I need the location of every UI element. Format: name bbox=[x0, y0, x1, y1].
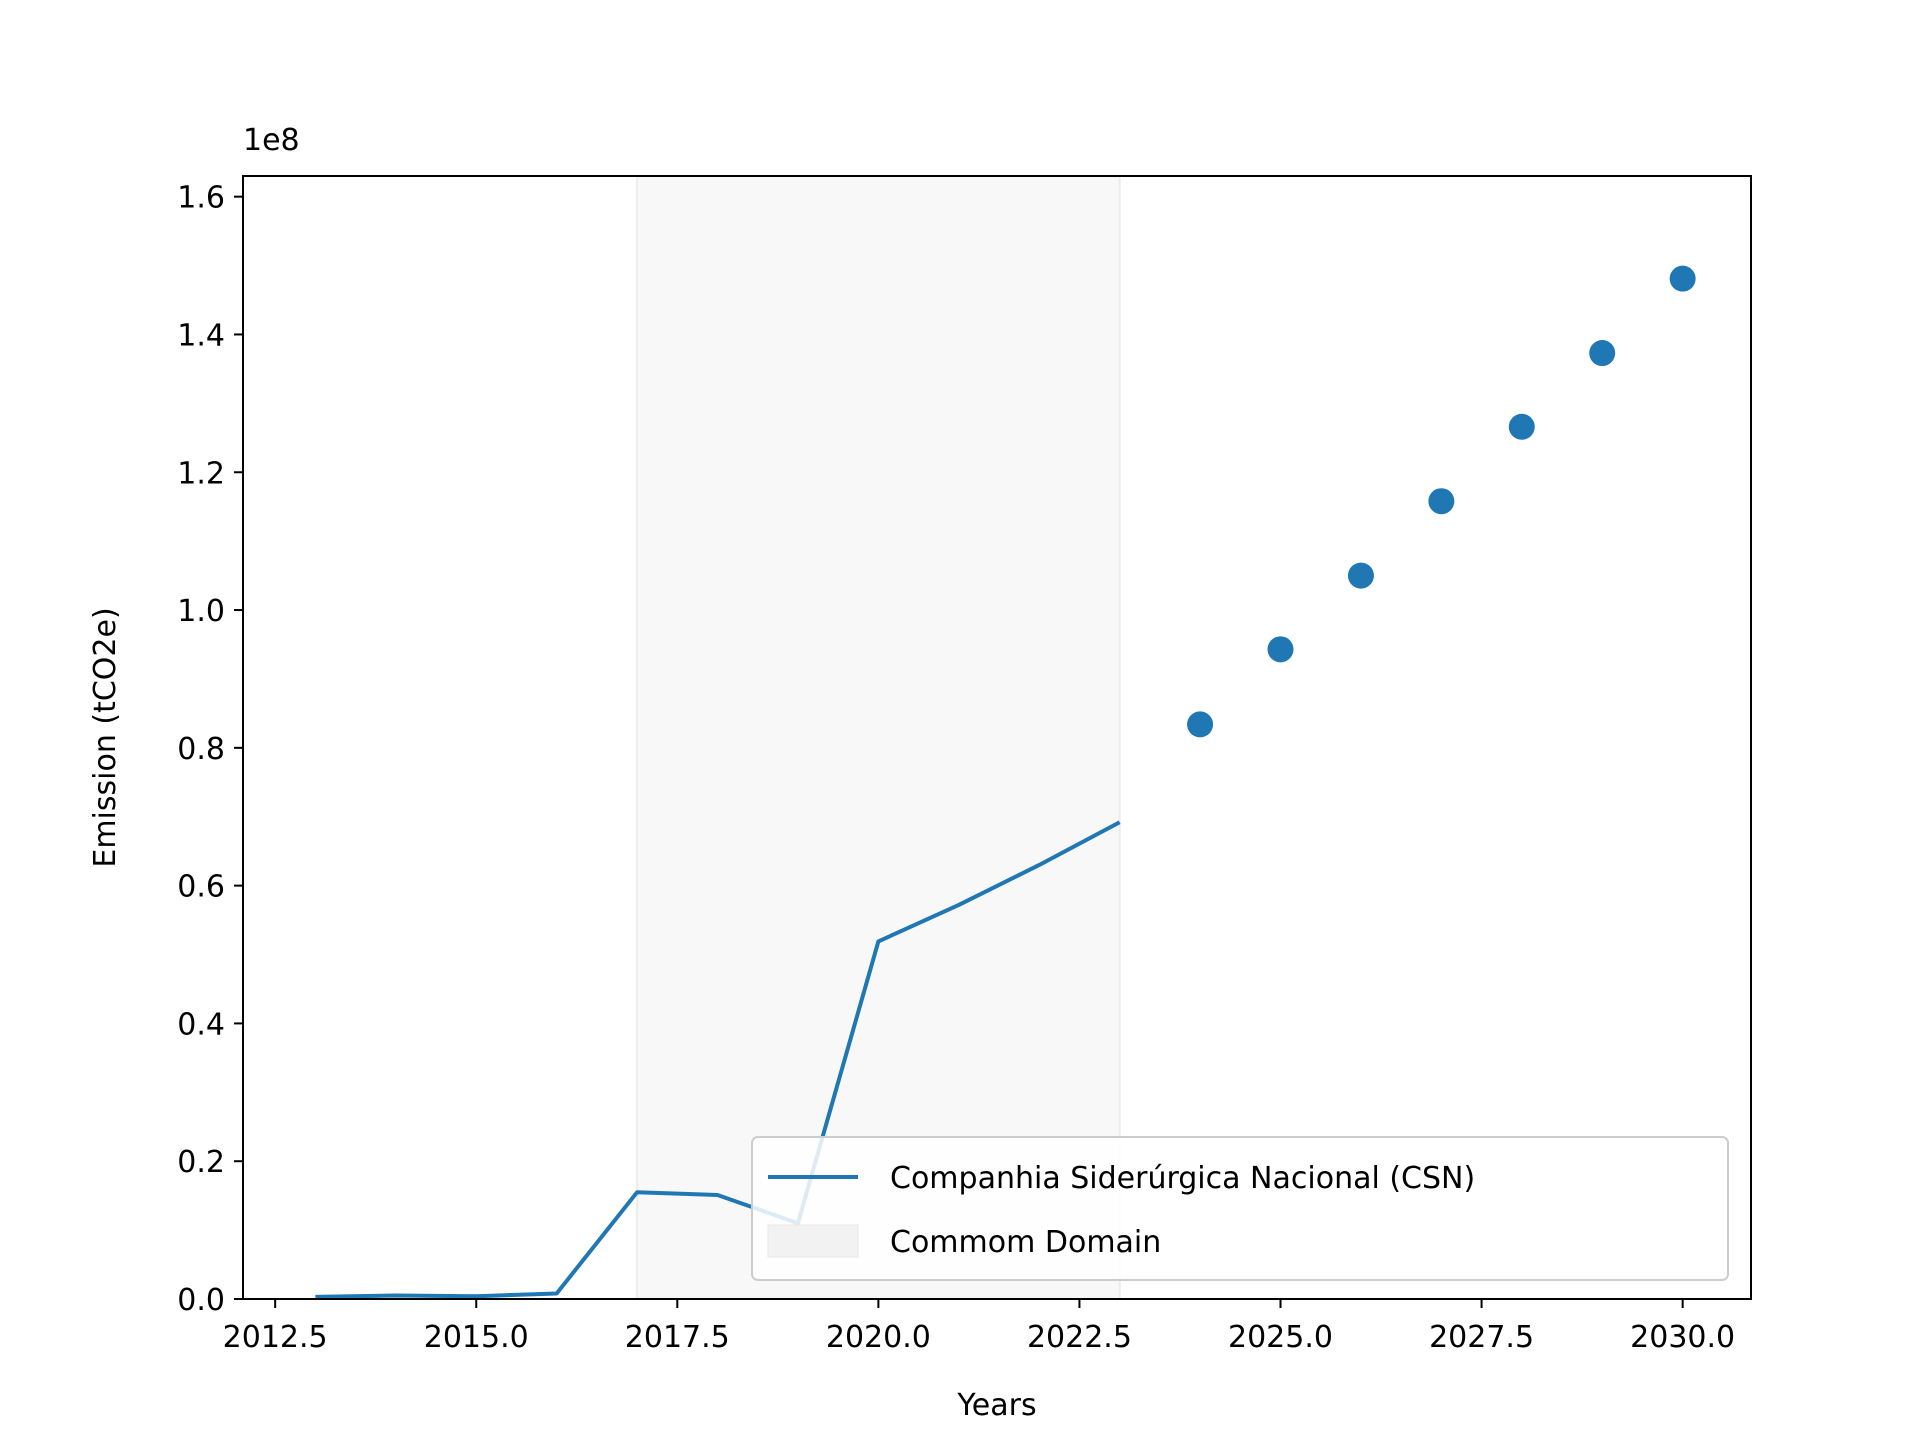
legend-label: Companhia Siderúrgica Nacional (CSN) bbox=[890, 1161, 1475, 1196]
y-axis-label: Emission (tCO2e) bbox=[88, 607, 123, 867]
x-tick-label: 2025.0 bbox=[1228, 1320, 1333, 1355]
x-axis-label: Years bbox=[956, 1388, 1036, 1423]
y-tick-label: 0.0 bbox=[177, 1283, 225, 1318]
x-tick-label: 2017.5 bbox=[625, 1320, 730, 1355]
x-tick-label: 2022.5 bbox=[1027, 1320, 1132, 1355]
projection-point bbox=[1347, 562, 1374, 589]
x-tick-label: 2030.0 bbox=[1630, 1320, 1735, 1355]
y-tick-label: 1.2 bbox=[177, 456, 225, 491]
common-domain-region bbox=[636, 175, 1121, 1300]
plot-frame bbox=[242, 175, 1752, 1300]
x-tick-label: 2027.5 bbox=[1429, 1320, 1534, 1355]
legend-box bbox=[751, 1136, 1729, 1281]
projection-point bbox=[1508, 413, 1535, 440]
projection-point bbox=[1267, 636, 1294, 663]
y-tick-label: 1.6 bbox=[177, 181, 225, 216]
y-tick-label: 0.4 bbox=[177, 1007, 225, 1042]
y-tick-label: 0.6 bbox=[177, 870, 225, 905]
projection-point bbox=[1669, 265, 1696, 292]
projection-point bbox=[1187, 711, 1214, 738]
projection-point bbox=[1589, 340, 1616, 367]
y-tick-label: 1.0 bbox=[177, 594, 225, 629]
x-tick-label: 2015.0 bbox=[424, 1320, 529, 1355]
y-tick-label: 0.8 bbox=[177, 732, 225, 767]
y-tick-label: 0.2 bbox=[177, 1145, 225, 1180]
projection-point bbox=[1428, 488, 1455, 515]
y-offset-label: 1e8 bbox=[243, 123, 300, 158]
x-tick-label: 2012.5 bbox=[223, 1320, 328, 1355]
y-tick-label: 1.4 bbox=[177, 318, 225, 353]
legend-label: Commom Domain bbox=[890, 1225, 1161, 1260]
legend-patch-swatch bbox=[767, 1224, 859, 1258]
series-line-csn bbox=[315, 820, 1121, 1299]
x-tick-label: 2020.0 bbox=[826, 1320, 931, 1355]
legend: Companhia Siderúrgica Nacional (CSN) Comm… bbox=[751, 1136, 1729, 1281]
